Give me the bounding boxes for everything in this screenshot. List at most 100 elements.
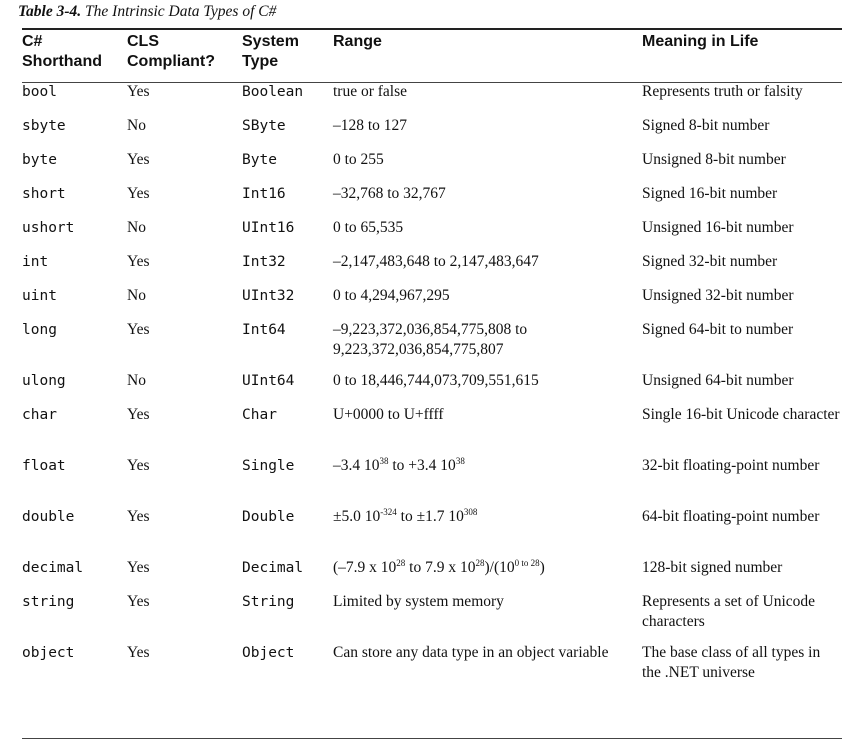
- cell-system-type: Single: [242, 458, 295, 474]
- cell-system-type: Boolean: [242, 84, 304, 100]
- header-text: C#: [22, 33, 43, 50]
- cell-cls-compliant: Yes: [127, 406, 150, 423]
- table-caption: Table 3-4. The Intrinsic Data Types of C…: [18, 0, 842, 22]
- header-shorthand: C# Shorthand: [22, 32, 127, 82]
- cell-cls-compliant: Yes: [127, 83, 150, 100]
- table-row: bool Yes Boolean true or false Represents tr…: [22, 82, 842, 116]
- cell-meaning: Single 16-bit Unicode character: [642, 406, 840, 423]
- header-text: Type: [242, 53, 279, 70]
- cell-shorthand: long: [22, 322, 57, 338]
- cell-cls-compliant: Yes: [127, 644, 150, 661]
- table-row: decimal Yes Decimal (–7.9 x 1028 to 7.9 x 1…: [22, 558, 842, 592]
- top-rule: [22, 28, 842, 30]
- cell-range: true or false: [333, 83, 408, 100]
- cell-meaning: Represents truth or falsity: [642, 83, 803, 100]
- cell-system-type: Int64: [242, 322, 286, 338]
- header-range: Range: [333, 32, 642, 82]
- cell-shorthand: sbyte: [22, 118, 66, 134]
- cell-system-type: UInt32: [242, 288, 295, 304]
- cell-range: (–7.9 x 1028 to 7.9 x 1028)/(100 to 28): [333, 558, 545, 577]
- cell-range: 0 to 18,446,744,073,709,551,615: [333, 372, 539, 389]
- data-types-table: C# Shorthand CLS Compliant? System Type Range M…: [22, 32, 842, 694]
- table-row: float Yes Single –3.4 1038 to +3.4 1038 32-b…: [22, 456, 842, 507]
- header-text: Meaning in Life: [642, 33, 759, 50]
- cell-cls-compliant: No: [127, 219, 146, 236]
- table-row: int Yes Int32 –2,147,483,648 to 2,147,483,6…: [22, 252, 842, 286]
- table-row: long Yes Int64 –9,223,372,036,854,775,808 t…: [22, 320, 842, 371]
- table-title: The Intrinsic Data Types of C#: [85, 3, 277, 20]
- cell-meaning: Unsigned 64-bit number: [642, 372, 794, 389]
- table-row: object Yes Object Can store any data type i…: [22, 643, 842, 694]
- cell-system-type: Int32: [242, 254, 286, 270]
- header-text: System: [242, 33, 299, 50]
- cell-meaning: Unsigned 8-bit number: [642, 151, 786, 168]
- cell-system-type: Int16: [242, 186, 286, 202]
- cell-meaning: 32-bit floating-point number: [642, 457, 820, 474]
- table-row: string Yes String Limited by system memory R…: [22, 592, 842, 643]
- cell-range: U+0000 to U+ffff: [333, 406, 444, 423]
- cell-system-type: Byte: [242, 152, 277, 168]
- cell-cls-compliant: Yes: [127, 151, 150, 168]
- cell-cls-compliant: Yes: [127, 253, 150, 270]
- cell-range: ±5.0 10-324 to ±1.7 10308: [333, 507, 478, 526]
- cell-shorthand: byte: [22, 152, 57, 168]
- cell-range: –128 to 127: [333, 117, 408, 134]
- header-meaning: Meaning in Life: [642, 32, 842, 82]
- cell-cls-compliant: Yes: [127, 508, 150, 525]
- table-row: uint No UInt32 0 to 4,294,967,295 Unsigned 3…: [22, 286, 842, 320]
- cell-meaning: Signed 8-bit number: [642, 117, 770, 134]
- cell-range: –32,768 to 32,767: [333, 185, 446, 202]
- bottom-rule: [22, 738, 842, 739]
- cell-cls-compliant: Yes: [127, 321, 150, 338]
- cell-cls-compliant: No: [127, 117, 146, 134]
- cell-system-type: Char: [242, 407, 277, 423]
- table-row: sbyte No SByte –128 to 127 Signed 8-bit numb…: [22, 116, 842, 150]
- cell-shorthand: double: [22, 509, 75, 525]
- cell-system-type: Object: [242, 645, 295, 661]
- cell-shorthand: bool: [22, 84, 57, 100]
- cell-shorthand: char: [22, 407, 57, 423]
- cell-shorthand: ulong: [22, 373, 66, 389]
- table-number: Table 3-4.: [18, 3, 82, 20]
- cell-shorthand: object: [22, 645, 75, 661]
- cell-system-type: Double: [242, 509, 295, 525]
- cell-meaning: Signed 16-bit number: [642, 185, 778, 202]
- cell-cls-compliant: No: [127, 287, 146, 304]
- cell-meaning: Signed 64-bit to number: [642, 321, 794, 338]
- table-row: ulong No UInt64 0 to 18,446,744,073,709,551…: [22, 371, 842, 405]
- cell-cls-compliant: Yes: [127, 185, 150, 202]
- header-rule: [22, 82, 842, 83]
- cell-shorthand: ushort: [22, 220, 75, 236]
- cell-cls-compliant: Yes: [127, 457, 150, 474]
- cell-range: –3.4 1038 to +3.4 1038: [333, 456, 465, 475]
- cell-range: Limited by system memory: [333, 593, 504, 610]
- header-text: Shorthand: [22, 53, 102, 70]
- header-text: Compliant?: [127, 53, 215, 70]
- cell-range: Can store any data type in an object var…: [333, 644, 609, 661]
- cell-range: –9,223,372,036,854,775,808 to 9,223,372,…: [333, 321, 528, 358]
- cell-range: –2,147,483,648 to 2,147,483,647: [333, 253, 539, 270]
- table-row: ushort No UInt16 0 to 65,535 Unsigned 16-bit…: [22, 218, 842, 252]
- table-row: double Yes Double ±5.0 10-324 to ±1.7 10308…: [22, 507, 842, 558]
- header-cls-compliant: CLS Compliant?: [127, 32, 242, 82]
- document: Table 3-4. The Intrinsic Data Types of C…: [18, 0, 842, 739]
- cell-cls-compliant: Yes: [127, 559, 150, 576]
- cell-meaning: Signed 32-bit number: [642, 253, 778, 270]
- cell-range: 0 to 4,294,967,295: [333, 287, 450, 304]
- cell-system-type: Decimal: [242, 560, 304, 576]
- cell-system-type: String: [242, 594, 295, 610]
- cell-range: 0 to 255: [333, 151, 384, 168]
- header-system-type: System Type: [242, 32, 333, 82]
- cell-shorthand: decimal: [22, 560, 84, 576]
- cell-shorthand: float: [22, 458, 66, 474]
- header-row: C# Shorthand CLS Compliant? System Type Range M…: [22, 32, 842, 82]
- cell-system-type: UInt16: [242, 220, 295, 236]
- table-row: char Yes Char U+0000 to U+ffff Single 16-bit…: [22, 405, 842, 456]
- header-text: Range: [333, 33, 382, 50]
- cell-meaning: 64-bit floating-point number: [642, 508, 820, 525]
- cell-system-type: SByte: [242, 118, 286, 134]
- cell-meaning: Unsigned 16-bit number: [642, 219, 794, 236]
- cell-meaning: Represents a set of Unicode characters: [642, 593, 816, 630]
- table-row: byte Yes Byte 0 to 255 Unsigned 8-bit number: [22, 150, 842, 184]
- cell-shorthand: int: [22, 254, 49, 270]
